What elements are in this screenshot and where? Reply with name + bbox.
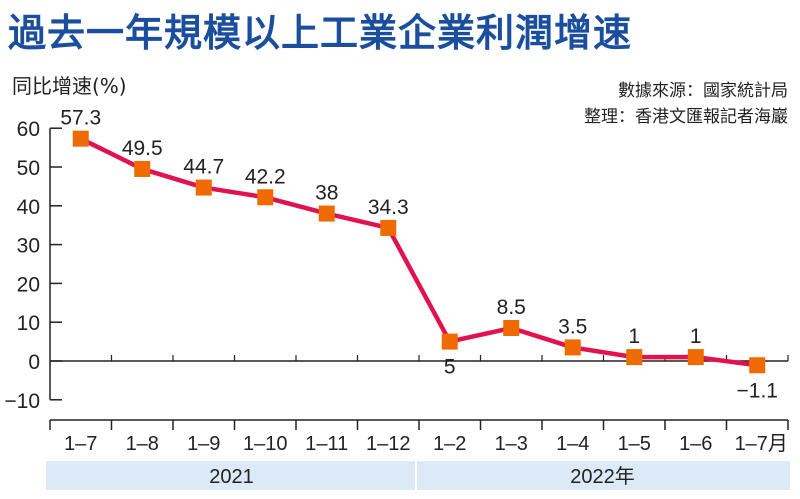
y-tick-label: 20 [17, 273, 40, 296]
year-band [46, 461, 415, 490]
x-tick-label: 1–9 [187, 433, 220, 455]
data-label: 1 [628, 325, 640, 348]
data-point-marker [318, 205, 335, 222]
y-tick-label: 30 [17, 235, 40, 258]
x-tick-label: 1–12 [366, 433, 411, 455]
data-label: 49.5 [122, 137, 163, 160]
data-label: 44.7 [183, 156, 224, 179]
data-label: 42.2 [245, 165, 286, 188]
series-line [79, 136, 758, 368]
data-point-marker [72, 130, 89, 147]
x-tick-label: 1–4 [556, 433, 589, 455]
y-tick-label: 10 [17, 312, 40, 335]
year-label: 2021 [209, 466, 254, 488]
data-label: 38 [315, 182, 338, 205]
x-tick-label: 1–2 [433, 433, 466, 455]
data-label: −1.1 [737, 379, 778, 402]
x-tick-label: 1–11 [305, 433, 348, 455]
y-tick-label: 0 [28, 351, 40, 374]
x-tick-label: 1–5 [618, 433, 651, 455]
data-point-marker [134, 160, 151, 177]
data-label: 57.3 [60, 107, 101, 130]
y-tick-label: −10 [4, 390, 40, 413]
y-tick-label: 40 [17, 196, 40, 219]
y-tick-label: 50 [17, 157, 40, 180]
data-point-marker [564, 339, 581, 356]
x-tick-label: 1–7月 [735, 433, 788, 455]
data-point-marker [441, 333, 458, 350]
data-label: 5 [444, 356, 456, 379]
data-source: 數據來源：國家統計局 [618, 81, 788, 101]
data-point-marker [195, 179, 212, 196]
data-label: 34.3 [368, 196, 409, 219]
data-label: 8.5 [497, 296, 526, 319]
data-point-marker [687, 349, 704, 366]
data-point-marker [503, 320, 520, 337]
data-label: 1 [690, 325, 702, 348]
chart-title: 過去一年規模以上工業企業利潤增速 [8, 11, 633, 55]
data-point-marker [380, 219, 397, 236]
y-tick-label: 60 [17, 118, 40, 141]
data-label: 3.5 [558, 315, 587, 338]
x-tick-label: 1–3 [495, 433, 528, 455]
x-tick-label: 1–6 [679, 433, 712, 455]
data-point-marker [626, 349, 643, 366]
year-label: 2022年 [570, 465, 635, 488]
data-point-marker [749, 357, 766, 374]
x-tick-label: 1–8 [126, 433, 159, 455]
x-tick-label: 1–10 [243, 433, 288, 455]
y-axis-label: 同比增速(%) [12, 74, 127, 98]
editor-credit: 整理：香港文匯報記者海巖 [584, 107, 788, 127]
year-band [417, 461, 790, 490]
data-point-marker [257, 189, 274, 206]
x-tick-label: 1–7 [64, 433, 97, 455]
